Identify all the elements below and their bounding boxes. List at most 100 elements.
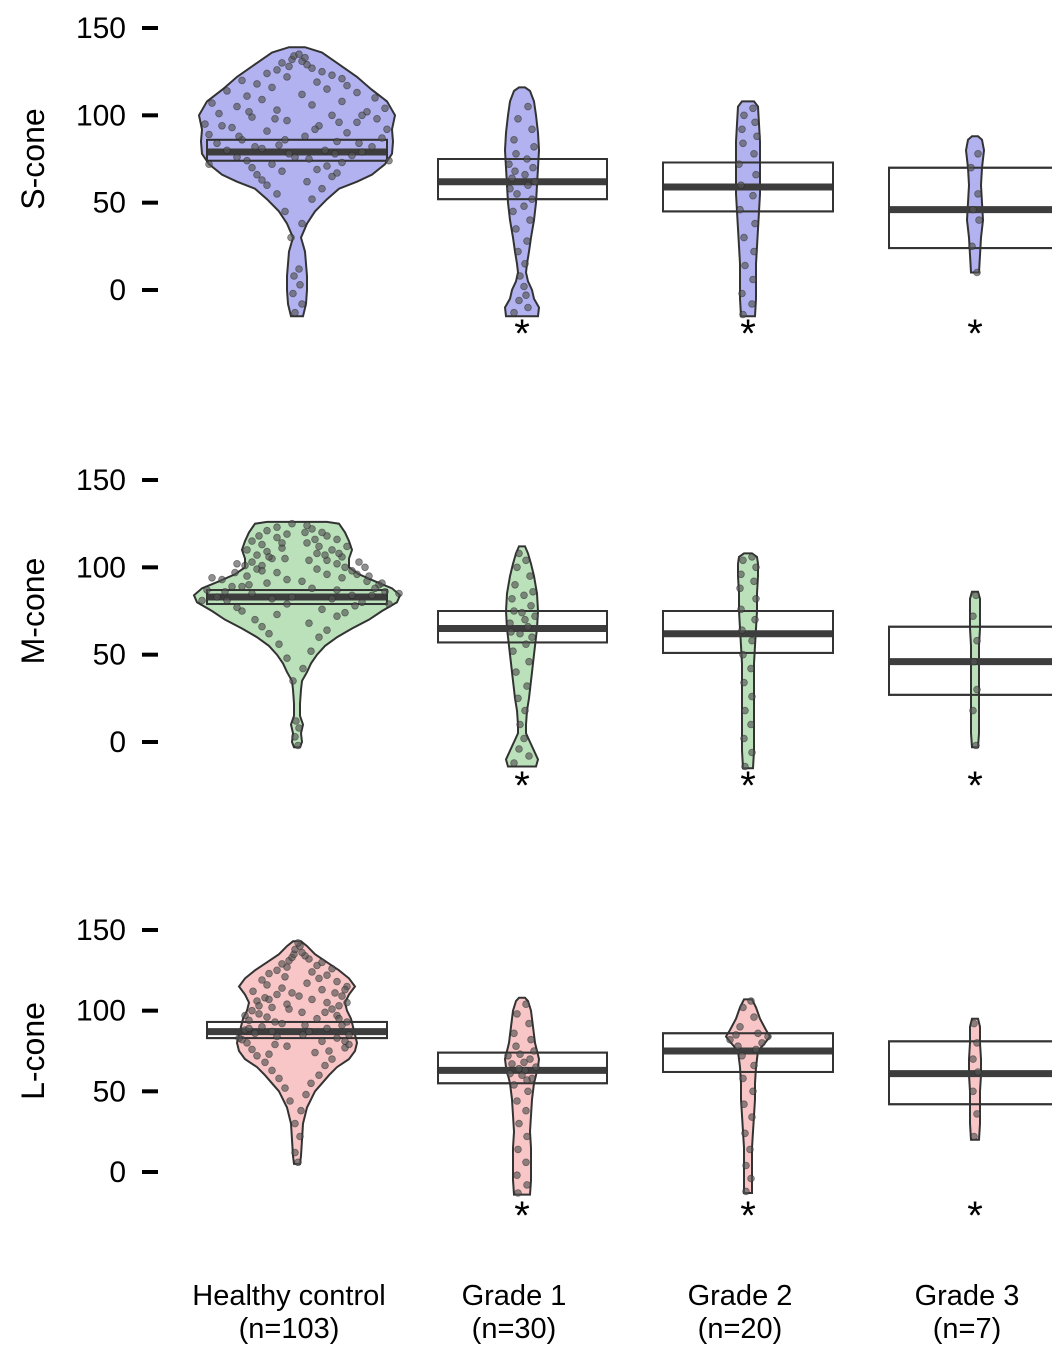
- data-point: [523, 682, 531, 690]
- data-point: [506, 1069, 514, 1078]
- data-point: [286, 1097, 294, 1105]
- data-point: [288, 989, 296, 997]
- data-point: [750, 577, 758, 586]
- data-point: [328, 964, 336, 973]
- data-point: [974, 150, 982, 158]
- data-point: [972, 741, 980, 750]
- data-point: [970, 1132, 978, 1141]
- box-outline-0: [206, 589, 388, 606]
- data-point: [746, 1145, 754, 1154]
- data-point: [741, 706, 749, 715]
- data-point: [265, 995, 273, 1004]
- data-point: [315, 1071, 323, 1079]
- data-point: [530, 143, 538, 151]
- data-point: [358, 148, 366, 156]
- data-point: [265, 553, 273, 561]
- data-point: [509, 207, 517, 216]
- data-point: [741, 1129, 749, 1138]
- data-point: [526, 1055, 534, 1063]
- data-point: [510, 136, 518, 144]
- data-point: [291, 1148, 299, 1157]
- y-tick-label: 100: [76, 995, 126, 1028]
- category-n-label: (n=20): [698, 1313, 783, 1345]
- violin-3: [964, 135, 986, 274]
- data-point: [741, 261, 749, 270]
- data-point: [213, 593, 221, 601]
- data-point: [516, 629, 524, 638]
- data-point: [275, 1074, 283, 1083]
- data-point: [273, 106, 281, 114]
- data-point: [291, 153, 299, 162]
- category-n-label: (n=30): [472, 1313, 557, 1345]
- data-point: [245, 580, 253, 589]
- data-point: [504, 1052, 512, 1060]
- data-point: [273, 966, 281, 975]
- data-point: [751, 615, 759, 624]
- data-point: [318, 67, 326, 76]
- data-point: [333, 169, 341, 177]
- data-point: [512, 225, 520, 233]
- data-point: [318, 528, 326, 537]
- data-point: [522, 1106, 530, 1115]
- data-point: [323, 971, 331, 979]
- data-point: [518, 608, 526, 617]
- data-point: [381, 587, 389, 596]
- data-point: [972, 591, 980, 600]
- data-point: [747, 997, 755, 1005]
- data-point: [253, 1052, 261, 1060]
- data-point: [228, 123, 236, 132]
- data-point: [514, 694, 522, 703]
- data-point: [973, 1110, 981, 1118]
- significance-star: *: [514, 1194, 530, 1238]
- data-point: [522, 1158, 530, 1167]
- panel-m-cone: M-cone 0 50 100 150 * * *: [15, 464, 1052, 808]
- data-point: [265, 969, 273, 978]
- data-point: [238, 76, 246, 85]
- data-point: [291, 308, 299, 317]
- data-point: [523, 1181, 531, 1189]
- data-point: [520, 734, 528, 743]
- data-point: [241, 561, 249, 570]
- data-point: [283, 654, 291, 662]
- data-point: [241, 1011, 249, 1020]
- data-point: [313, 549, 321, 558]
- data-point: [512, 1042, 520, 1050]
- data-point: [308, 101, 316, 109]
- data-point: [515, 296, 523, 305]
- data-point: [263, 181, 271, 190]
- data-point: [750, 1013, 758, 1021]
- data-point: [381, 104, 389, 113]
- data-point: [974, 190, 982, 198]
- data-point: [258, 176, 266, 184]
- data-point: [331, 989, 339, 997]
- data-point: [514, 115, 522, 123]
- data-point: [975, 216, 983, 224]
- data-point: [305, 155, 313, 163]
- violin-3: [968, 1017, 982, 1141]
- data-point: [328, 1055, 336, 1063]
- data-point: [507, 628, 515, 636]
- data-point: [333, 535, 341, 544]
- significance-star: *: [967, 1194, 983, 1238]
- significance-star: *: [967, 312, 983, 356]
- data-point: [278, 167, 286, 176]
- data-point: [510, 759, 518, 767]
- data-point: [373, 115, 381, 123]
- data-point: [527, 601, 535, 610]
- data-point: [521, 170, 529, 179]
- data-point: [294, 741, 302, 750]
- data-point: [749, 275, 757, 284]
- data-point: [261, 1058, 269, 1067]
- data-point: [343, 542, 351, 551]
- data-point: [752, 563, 760, 572]
- data-point: [520, 591, 528, 600]
- data-point: [295, 724, 303, 732]
- data-point: [258, 95, 266, 104]
- data-point: [328, 71, 336, 79]
- violin-1: [503, 86, 541, 318]
- data-point: [208, 573, 216, 582]
- data-point: [750, 150, 758, 158]
- data-point: [311, 535, 319, 544]
- data-point: [528, 195, 536, 204]
- data-point: [973, 1039, 981, 1047]
